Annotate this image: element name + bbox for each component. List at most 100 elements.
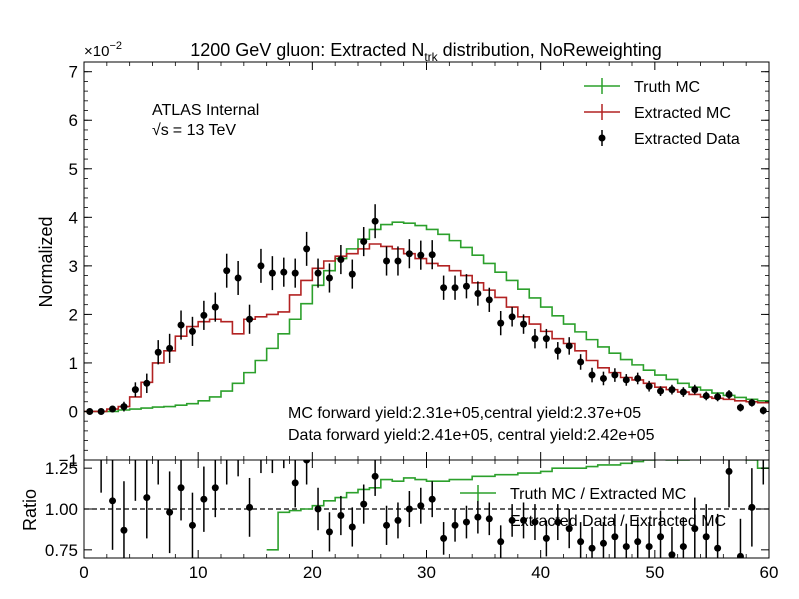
extracted-data-point [154,348,162,356]
ratio-data-point [325,528,333,536]
extracted-data-point [714,393,722,401]
ratio-data-point [554,518,562,526]
extracted-data-point [177,321,185,329]
ratio-data-point [497,538,505,546]
legend-ratio-data: Extracted Data / Extracted MC [510,513,726,530]
extracted-data-point [109,405,117,413]
ratio-data-point [291,479,299,487]
extracted-data-point [394,257,402,265]
extracted-data-point [120,403,128,411]
extracted-data-point [554,347,562,355]
extracted-data-point [485,296,493,304]
extracted-data-point [360,238,368,246]
ratio-data-point [394,516,402,524]
extracted-data-point [611,371,619,379]
ratio-data-point [109,497,117,505]
ratio-data-point [691,525,699,533]
atlas-label: ATLAS Internal [152,102,259,119]
extracted-data-point [497,319,505,327]
extracted-data-point [748,399,756,407]
extracted-data-point [211,303,219,311]
extracted-data-point [257,262,265,270]
extracted-data-point [679,388,687,396]
ratio-data-point [211,484,219,492]
truth-mc-extracted-mc-line [266,460,769,551]
extracted-data-point [234,274,242,282]
extracted-data-point [668,386,676,394]
ratio-data-point [188,521,196,529]
extracted-data-point [166,344,174,352]
ratio-data-point [155,440,162,447]
extracted-data-point [348,270,356,278]
extracted-data-point [383,257,391,265]
extracted-data-point [428,251,436,259]
extracted-data-point [291,269,299,277]
ratio-plot-frame [83,459,770,559]
extracted-data-point [314,269,322,277]
extracted-data-point [462,282,470,290]
y-tick-label-main: −1 [59,451,78,470]
main-plot [84,204,769,415]
extracted-data-point [188,327,196,335]
y-tick-label-main: 2 [69,305,78,324]
y-tick-label-main: 3 [69,257,78,276]
extracted-data-point [131,386,139,394]
y-tick-label-main: 4 [69,208,78,227]
extracted-data-point [97,407,105,415]
ratio-data-point [132,448,139,455]
ratio-data-point [257,440,264,447]
ratio-data-point [223,448,230,455]
ratio-data-point [531,518,539,526]
extracted-data-points [86,204,767,415]
extracted-data-point [691,386,699,394]
ratio-data-point [611,533,619,541]
extracted-data-point [143,379,151,387]
ratio-data-points [100,440,765,558]
y-tick-label-main: 6 [69,111,78,130]
x-tick-label: 0 [79,563,88,582]
ratio-data-point [668,551,676,558]
ratio-data-point [348,523,356,531]
y-tick-label-ratio: 1.00 [45,500,78,519]
data-yield-label: Data forward yield:2.41e+05, central yie… [288,427,655,444]
y-exponent-label: ×10−2 [84,40,122,60]
extracted-data-point [520,320,528,328]
ratio-data-point [714,544,722,552]
chart-title: 1200 GeV gluon: Extracted Ntrk distribut… [190,40,662,64]
y-tick-label-main: 1 [69,354,78,373]
ratio-data-point [462,518,470,526]
extracted-data-point [725,390,733,398]
ratio-plot [84,440,769,558]
extracted-data-point [588,371,596,379]
extracted-data-point [474,290,482,298]
y-tick-label-main: 7 [69,63,78,82]
ratio-data-point [269,440,276,447]
truth-mc-line [84,221,769,413]
chart-title-sub: trk [424,50,438,64]
y-axis-title-main: Normalized [36,216,56,307]
ratio-data-point [177,484,185,492]
y-tick-label-main: 0 [69,402,78,421]
chart-title-main: 1200 GeV gluon: Extracted N [190,40,424,60]
extracted-data-point [645,382,653,390]
ratio-data-point [440,534,448,542]
ratio-data-point [428,495,436,503]
y-exponent-power: −2 [109,40,122,52]
ratio-data-point [235,440,242,447]
ratio-data-point [314,505,322,513]
ratio-data-point [634,538,642,546]
ratio-data-point [542,534,550,542]
extracted-data-point [440,284,448,292]
ratio-data-point [645,543,653,551]
legend-extracted-data: Extracted Data [598,130,740,148]
ratio-data-point [748,503,756,511]
ratio-data-point [405,505,413,513]
axes: −1 0 1 2 3 4 5 6 7 0.75 1.00 1.25 0 10 20 30 40 50 60 [45,62,779,582]
ratio-data-point [725,467,733,475]
x-tick-label: 60 [760,563,779,582]
ratio-data-point [599,539,607,547]
extracted-data-point [371,217,379,225]
energy-label: √s = 13 TeV [152,122,236,139]
ratio-data-point [200,495,208,503]
extracted-data-point [565,342,573,350]
